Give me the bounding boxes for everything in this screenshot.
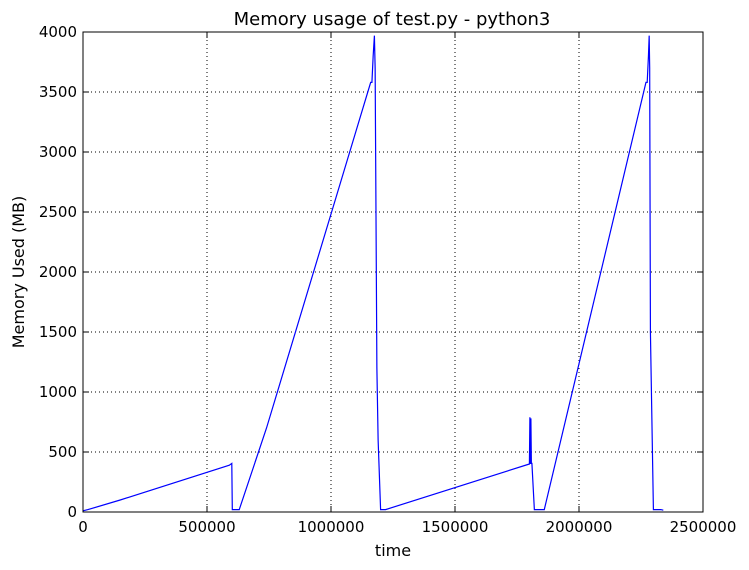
grid-lines — [83, 32, 703, 512]
x-axis-label: time — [375, 541, 411, 560]
y-axis-label: Memory Used (MB) — [9, 196, 28, 349]
y-tick-label: 500 — [48, 443, 77, 461]
y-tick-label: 4000 — [39, 23, 77, 41]
x-tick-label: 1000000 — [298, 518, 365, 536]
memory-series-line — [82, 35, 664, 512]
y-tick-label: 3000 — [39, 143, 77, 161]
chart-title: Memory usage of test.py - python3 — [234, 9, 551, 30]
series-layer — [82, 35, 664, 512]
y-tick-label: 2000 — [39, 263, 77, 281]
x-tick-label: 0 — [78, 518, 88, 536]
x-tick-label: 2000000 — [546, 518, 613, 536]
y-tick-label: 1000 — [39, 383, 77, 401]
y-tick-label: 2500 — [39, 203, 77, 221]
axis-ticks: 0 500000 1000000 1500000 2000000 2500000 0 500 1… — [39, 23, 737, 536]
x-tick-label: 500000 — [178, 518, 235, 536]
x-tick-label: 1500000 — [422, 518, 489, 536]
x-tick-label: 2500000 — [670, 518, 737, 536]
y-tick-label: 0 — [67, 503, 77, 521]
y-tick-label: 1500 — [39, 323, 77, 341]
y-tick-label: 3500 — [39, 83, 77, 101]
